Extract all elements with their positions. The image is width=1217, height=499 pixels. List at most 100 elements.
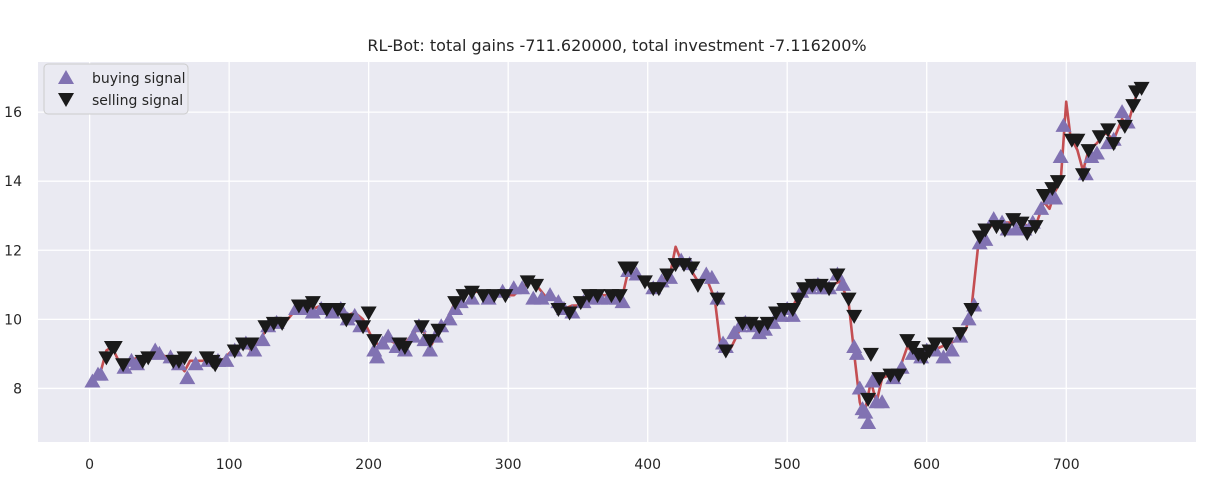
buy-marker bbox=[960, 311, 977, 326]
sell-marker bbox=[659, 268, 676, 283]
sell-marker bbox=[1116, 119, 1133, 134]
buy-marker bbox=[1052, 149, 1069, 163]
sell-marker bbox=[829, 268, 846, 283]
sell-marker bbox=[589, 289, 606, 304]
sell-marker bbox=[486, 289, 503, 304]
buy-marker bbox=[1055, 117, 1072, 132]
buy-marker bbox=[756, 321, 773, 336]
buy-marker bbox=[874, 394, 891, 409]
sell-marker bbox=[528, 278, 545, 293]
buy-marker bbox=[614, 294, 631, 309]
x-tick-label: 200 bbox=[355, 457, 382, 473]
legend-sell-label: selling signal bbox=[92, 93, 183, 109]
sell-marker bbox=[413, 320, 430, 335]
sell-marker bbox=[977, 223, 994, 238]
sell-marker bbox=[751, 320, 768, 335]
sell-marker bbox=[106, 341, 123, 355]
sell-marker bbox=[329, 303, 346, 317]
sell-marker bbox=[790, 292, 807, 307]
sell-marker bbox=[717, 344, 734, 359]
sell-marker bbox=[938, 337, 955, 352]
sell-marker bbox=[396, 341, 413, 355]
buy-marker bbox=[151, 345, 168, 360]
plot-area bbox=[38, 62, 1196, 442]
sell-marker bbox=[1049, 175, 1066, 190]
sell-marker bbox=[338, 313, 355, 328]
grid bbox=[38, 62, 1196, 442]
sell-marker bbox=[318, 303, 335, 317]
sell-marker bbox=[860, 392, 877, 407]
sell-marker bbox=[497, 289, 514, 304]
buy-marker bbox=[92, 366, 109, 381]
sell-marker bbox=[140, 351, 157, 366]
buy-marker bbox=[851, 380, 868, 395]
sell-marker bbox=[795, 282, 812, 297]
buy-marker bbox=[254, 332, 271, 347]
selling-signal-series bbox=[98, 81, 1150, 407]
x-tick-label: 600 bbox=[913, 457, 940, 473]
sell-marker bbox=[355, 320, 372, 335]
x-tick-label: 100 bbox=[216, 457, 243, 473]
legend: buying signal selling signal bbox=[43, 63, 189, 115]
sell-marker bbox=[1069, 133, 1086, 148]
legend-buy-label: buying signal bbox=[92, 71, 186, 87]
buy-marker bbox=[848, 345, 865, 360]
sell-marker bbox=[207, 358, 224, 373]
sell-marker bbox=[1035, 189, 1052, 203]
sell-marker bbox=[304, 296, 321, 311]
buy-marker bbox=[369, 349, 386, 364]
sell-marker bbox=[257, 320, 274, 335]
sell-marker bbox=[572, 296, 589, 311]
sell-marker bbox=[709, 292, 726, 307]
sell-marker bbox=[963, 303, 980, 317]
sell-marker bbox=[366, 334, 383, 349]
x-axis-ticks: 0 100 200 300 400 500 600 700 bbox=[85, 457, 1079, 473]
sell-marker bbox=[622, 261, 639, 276]
sell-marker bbox=[890, 368, 907, 383]
y-axis-ticks: 8 10 12 14 16 bbox=[4, 105, 22, 397]
buy-marker bbox=[480, 290, 497, 305]
sell-marker bbox=[1013, 216, 1030, 231]
sell-marker bbox=[98, 351, 115, 366]
buy-marker bbox=[218, 352, 235, 367]
sell-marker bbox=[862, 347, 879, 362]
sell-marker bbox=[1091, 130, 1108, 145]
sell-marker bbox=[176, 351, 193, 366]
buy-marker bbox=[1033, 200, 1050, 215]
buy-marker bbox=[864, 373, 881, 388]
sell-marker bbox=[846, 309, 863, 324]
buy-marker bbox=[703, 269, 720, 284]
buy-marker bbox=[129, 356, 146, 371]
sell-marker bbox=[684, 261, 701, 276]
sell-marker bbox=[636, 275, 653, 290]
x-tick-label: 300 bbox=[495, 457, 522, 473]
sell-marker bbox=[226, 344, 243, 359]
buy-marker bbox=[441, 311, 458, 326]
buy-marker bbox=[1047, 190, 1064, 205]
legend-buy-marker bbox=[58, 70, 74, 84]
x-tick-label: 700 bbox=[1053, 457, 1080, 473]
sell-marker bbox=[952, 327, 969, 342]
sell-marker bbox=[1080, 144, 1097, 159]
buy-marker bbox=[935, 349, 952, 364]
buy-marker bbox=[422, 342, 439, 357]
x-tick-label: 500 bbox=[774, 457, 801, 473]
buy-marker bbox=[179, 370, 196, 385]
buy-marker bbox=[1088, 145, 1105, 160]
sell-marker bbox=[422, 334, 439, 349]
x-tick-label: 400 bbox=[634, 457, 661, 473]
buy-marker bbox=[860, 415, 877, 429]
buy-marker bbox=[246, 342, 263, 357]
sell-marker bbox=[561, 306, 578, 321]
legend-sell-marker bbox=[58, 93, 74, 107]
sell-marker bbox=[650, 282, 667, 297]
buy-marker bbox=[380, 328, 397, 343]
buy-marker bbox=[1114, 104, 1131, 119]
buy-marker bbox=[514, 280, 531, 295]
y-tick-label: 12 bbox=[4, 243, 22, 259]
sell-marker bbox=[115, 358, 132, 373]
y-tick-label: 8 bbox=[13, 381, 22, 397]
sell-marker bbox=[1133, 81, 1150, 96]
sell-marker bbox=[871, 372, 888, 387]
